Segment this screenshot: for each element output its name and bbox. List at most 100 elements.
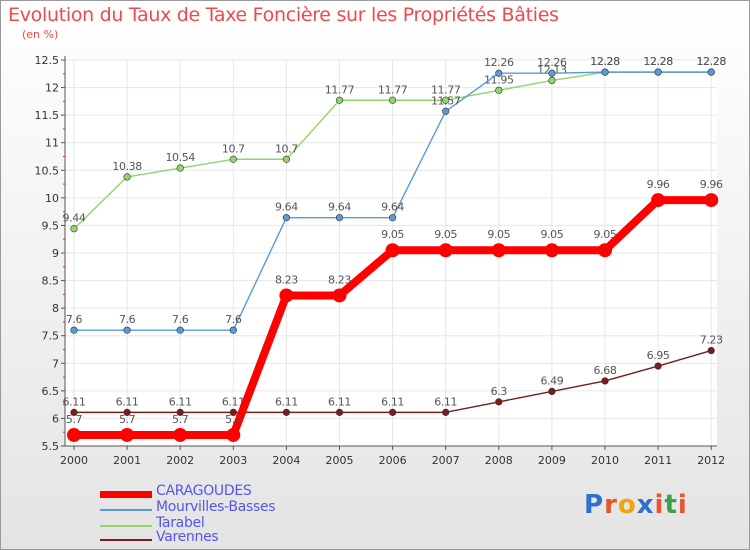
y-tick-label: 6 (52, 412, 59, 425)
data-label-mourvilles-basses: 7.6 (172, 313, 189, 326)
logo-letter: t (664, 490, 678, 520)
data-point-mourvilles-basses (389, 214, 397, 222)
data-point-caragoudes (279, 288, 294, 303)
data-point-tarabel (442, 96, 450, 104)
logo-letter: i (677, 490, 688, 520)
legend-swatch-tarabel (100, 525, 152, 527)
data-label-mourvilles-basses: 12.28 (643, 55, 673, 68)
x-tick-label: 2004 (272, 454, 300, 467)
data-label-varennes: 6.11 (63, 395, 86, 408)
data-point-varennes (335, 408, 344, 416)
data-label-caragoudes: 5.7 (66, 413, 83, 426)
data-label-varennes: 6.11 (222, 395, 245, 408)
data-label-caragoudes: 9.05 (434, 228, 457, 241)
data-point-varennes (601, 377, 609, 385)
data-label-caragoudes: 8.23 (328, 273, 351, 286)
data-point-mourvilles-basses (707, 68, 715, 76)
data-label-tarabel: 11.77 (431, 83, 461, 96)
data-label-tarabel: 11.77 (378, 83, 408, 96)
legend-label-mourvilles-basses: Mourvilles-Basses (156, 499, 276, 515)
data-point-varennes (495, 398, 503, 406)
data-label-mourvilles-basses: 9.64 (328, 201, 351, 214)
data-point-tarabel (229, 155, 237, 163)
data-point-mourvilles-basses (335, 214, 344, 222)
data-label-caragoudes: 9.05 (540, 228, 563, 241)
logo-letter: r (604, 490, 618, 520)
data-point-caragoudes (598, 243, 612, 258)
data-label-varennes: 6.3 (491, 385, 508, 398)
data-point-caragoudes (120, 427, 135, 442)
data-label-varennes: 6.11 (116, 395, 139, 408)
x-tick-label: 2005 (326, 454, 354, 467)
data-label-mourvilles-basses: 7.6 (119, 313, 136, 326)
data-point-varennes (229, 408, 237, 416)
data-label-mourvilles-basses: 11.57 (431, 94, 461, 107)
data-point-caragoudes (332, 288, 347, 303)
logo-letter: x (636, 490, 655, 520)
y-tick-label: 10 (45, 192, 59, 205)
data-point-caragoudes (226, 427, 241, 442)
data-label-mourvilles-basses: 12.26 (484, 56, 514, 69)
data-point-tarabel (389, 96, 397, 104)
x-tick-label: 2011 (644, 454, 672, 467)
data-point-tarabel (548, 76, 556, 85)
x-tick-label: 2001 (113, 454, 141, 467)
data-label-mourvilles-basses: 9.64 (275, 201, 298, 214)
data-point-mourvilles-basses (176, 326, 184, 334)
x-tick-label: 2006 (379, 454, 407, 467)
data-point-caragoudes (651, 193, 666, 208)
data-label-tarabel: 12.28 (590, 55, 620, 68)
data-point-mourvilles-basses (495, 69, 503, 77)
data-label-varennes: 6.68 (594, 364, 617, 377)
data-point-mourvilles-basses (442, 107, 450, 115)
x-tick-label: 2010 (591, 454, 619, 467)
data-point-caragoudes (67, 427, 81, 442)
data-point-varennes (707, 347, 715, 355)
legend-label-tarabel: Tarabel (156, 515, 205, 531)
y-tick-label: 7 (52, 357, 59, 370)
data-point-mourvilles-basses (548, 69, 556, 77)
data-point-varennes (442, 408, 450, 416)
data-label-mourvilles-basses: 7.6 (66, 313, 83, 326)
data-label-varennes: 6.95 (647, 349, 670, 362)
x-tick-label: 2002 (166, 454, 194, 467)
y-tick-label: 10.5 (35, 164, 60, 177)
y-tick-label: 9 (52, 247, 59, 260)
data-label-varennes: 6.49 (540, 374, 563, 387)
data-label-tarabel: 12.28 (696, 55, 726, 68)
data-point-tarabel (282, 155, 291, 163)
y-tick-label: 8 (52, 302, 59, 315)
data-point-mourvilles-basses (654, 68, 662, 76)
legend-label-varennes: Varennes (156, 529, 219, 545)
data-label-caragoudes: 8.23 (275, 273, 298, 286)
data-point-varennes (282, 408, 291, 416)
data-label-tarabel: 11.95 (484, 73, 514, 86)
data-label-caragoudes: 9.05 (487, 228, 510, 241)
x-tick-label: 2012 (697, 454, 725, 467)
data-point-varennes (123, 408, 131, 416)
data-label-tarabel: 10.38 (112, 160, 142, 173)
y-tick-label: 7.5 (42, 330, 60, 343)
x-tick-label: 2000 (60, 454, 88, 467)
data-point-varennes (389, 408, 397, 416)
y-tick-label: 8.5 (42, 275, 60, 288)
data-label-mourvilles-basses: 12.28 (590, 55, 620, 68)
data-point-varennes (70, 408, 78, 416)
data-label-tarabel: 10.54 (165, 151, 195, 164)
data-label-mourvilles-basses: 12.28 (696, 55, 726, 68)
x-tick-label: 2008 (485, 454, 513, 467)
data-point-tarabel (123, 173, 131, 181)
data-label-mourvilles-basses: 9.64 (381, 201, 404, 214)
data-label-varennes: 6.11 (275, 395, 298, 408)
y-tick-label: 12 (45, 82, 59, 95)
data-label-caragoudes: 9.05 (381, 228, 404, 241)
data-label-tarabel: 9.44 (63, 212, 86, 225)
data-label-tarabel: 10.7 (222, 142, 245, 155)
legend-swatch-mourvilles-basses (100, 509, 152, 511)
data-label-mourvilles-basses: 12.26 (537, 56, 567, 69)
x-tick-label: 2003 (219, 454, 247, 467)
data-point-mourvilles-basses (282, 214, 291, 222)
y-tick-label: 5.5 (42, 440, 60, 453)
proxiti-logo: Proxiti (584, 490, 688, 520)
